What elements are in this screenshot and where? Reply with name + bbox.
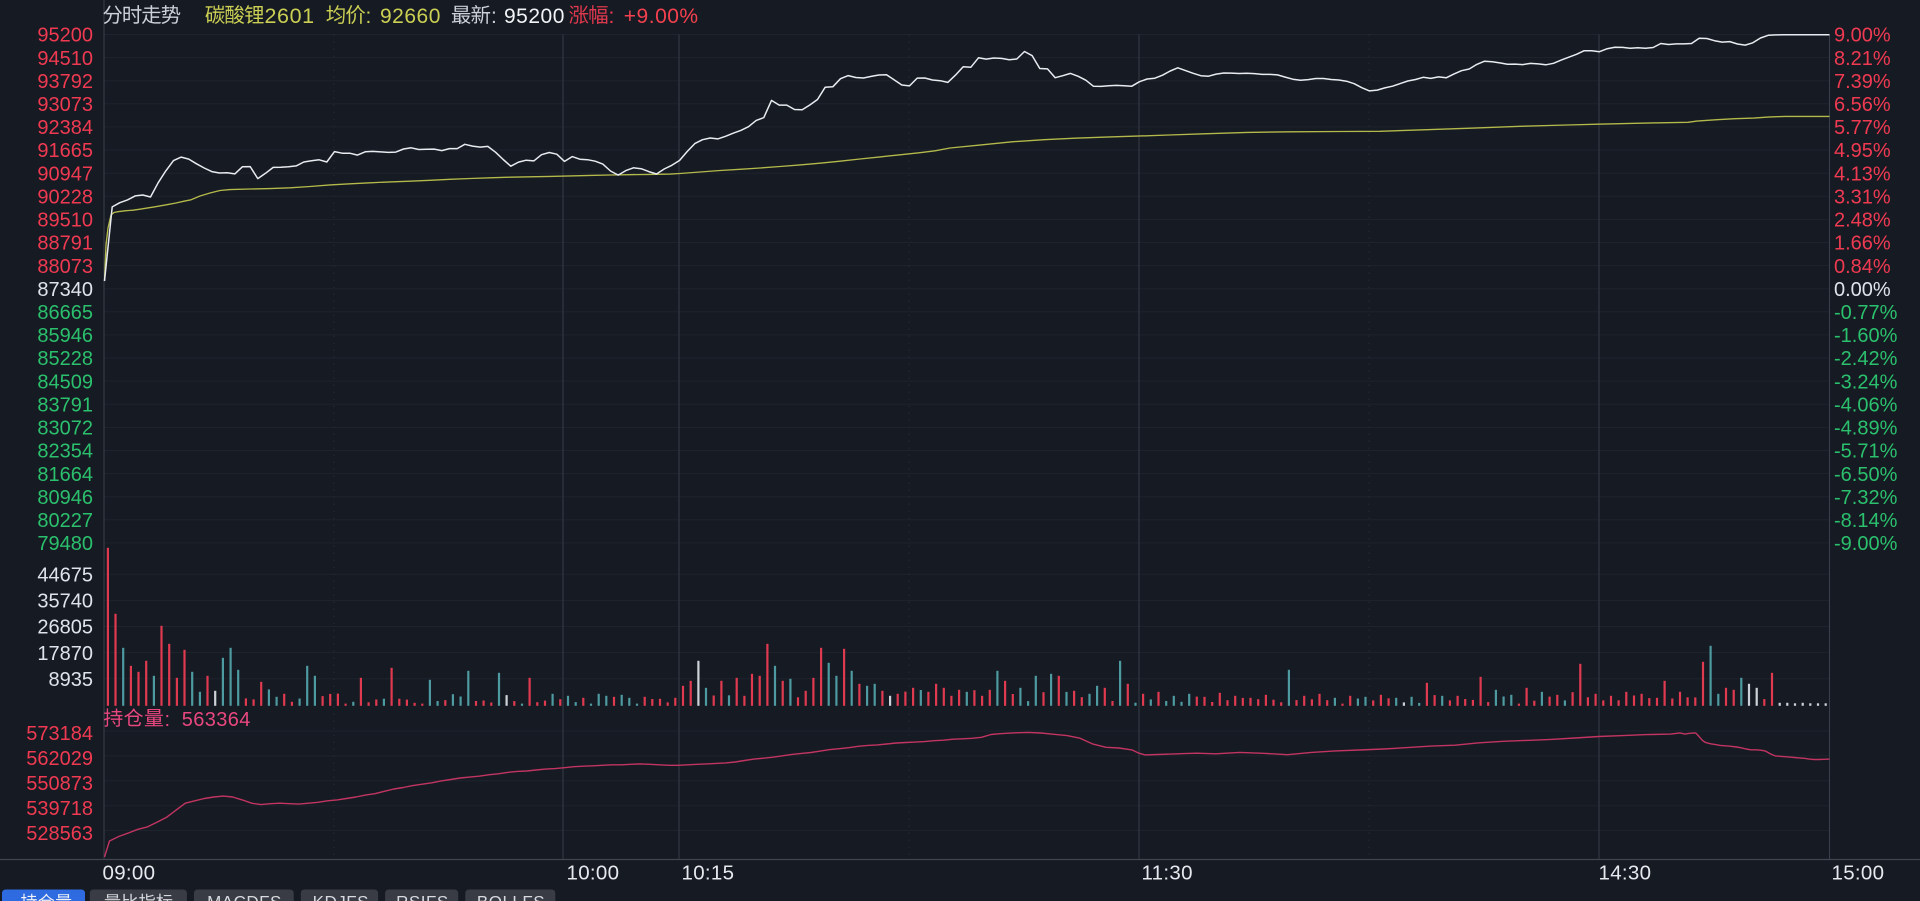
- svg-text:93792: 93792: [37, 71, 93, 93]
- svg-text:14:30: 14:30: [1599, 862, 1652, 885]
- svg-text:92384: 92384: [37, 117, 93, 139]
- svg-text:90947: 90947: [37, 163, 93, 185]
- svg-text:82354: 82354: [37, 441, 93, 463]
- svg-text:7.39%: 7.39%: [1834, 71, 1891, 93]
- svg-text:9.00%: 9.00%: [1834, 25, 1891, 47]
- svg-text::: :: [366, 5, 372, 28]
- svg-text:09:00: 09:00: [103, 862, 156, 885]
- svg-text:-3.24%: -3.24%: [1834, 371, 1898, 393]
- svg-text:2601: 2601: [265, 4, 315, 28]
- svg-text:80227: 80227: [37, 510, 93, 532]
- svg-text:88073: 88073: [37, 256, 93, 278]
- svg-text:93073: 93073: [37, 94, 93, 116]
- svg-text:6.56%: 6.56%: [1834, 94, 1891, 116]
- svg-text:10:00: 10:00: [567, 862, 620, 885]
- svg-text:15:00: 15:00: [1832, 862, 1885, 885]
- svg-text:87340: 87340: [37, 279, 93, 301]
- svg-text:+9.00%: +9.00%: [624, 5, 699, 28]
- svg-text:-7.32%: -7.32%: [1834, 487, 1898, 509]
- svg-text:528563: 528563: [26, 823, 93, 845]
- svg-text:RSIFS: RSIFS: [396, 893, 449, 901]
- svg-text:79480: 79480: [37, 533, 93, 555]
- svg-text:1.66%: 1.66%: [1834, 233, 1891, 255]
- svg-text:KDJFS: KDJFS: [313, 893, 369, 901]
- svg-text:563364: 563364: [182, 709, 251, 731]
- svg-text:562029: 562029: [26, 748, 93, 770]
- svg-text:17870: 17870: [37, 643, 93, 665]
- svg-text:8935: 8935: [49, 669, 94, 691]
- svg-text::: :: [491, 5, 497, 28]
- svg-text:8.21%: 8.21%: [1834, 48, 1891, 70]
- svg-text::: :: [165, 709, 171, 731]
- svg-text:88791: 88791: [37, 233, 93, 255]
- svg-text:81664: 81664: [37, 464, 93, 486]
- svg-text:83791: 83791: [37, 394, 93, 416]
- svg-text:-9.00%: -9.00%: [1834, 533, 1898, 555]
- svg-text:-4.06%: -4.06%: [1834, 394, 1898, 416]
- svg-text:83072: 83072: [37, 418, 93, 440]
- svg-text:91665: 91665: [37, 140, 93, 162]
- svg-text:550873: 550873: [26, 773, 93, 795]
- svg-text:573184: 573184: [26, 723, 93, 745]
- svg-text:44675: 44675: [37, 565, 93, 587]
- svg-text:90228: 90228: [37, 187, 93, 209]
- svg-text:4.95%: 4.95%: [1834, 140, 1891, 162]
- svg-text:539718: 539718: [26, 798, 93, 820]
- svg-text:-6.50%: -6.50%: [1834, 464, 1898, 486]
- svg-text:92660: 92660: [380, 5, 441, 28]
- svg-text:-4.89%: -4.89%: [1834, 418, 1898, 440]
- svg-text:-0.77%: -0.77%: [1834, 302, 1898, 324]
- svg-text:-5.71%: -5.71%: [1834, 441, 1898, 463]
- svg-text:35740: 35740: [37, 591, 93, 613]
- svg-text:85946: 85946: [37, 325, 93, 347]
- svg-text:80946: 80946: [37, 487, 93, 509]
- svg-text:84509: 84509: [37, 371, 93, 393]
- svg-text:4.13%: 4.13%: [1834, 163, 1891, 185]
- svg-text:26805: 26805: [37, 617, 93, 639]
- svg-text:-8.14%: -8.14%: [1834, 510, 1898, 532]
- svg-text:5.77%: 5.77%: [1834, 117, 1891, 139]
- svg-text:MACDFS: MACDFS: [207, 893, 282, 901]
- svg-text:0.84%: 0.84%: [1834, 256, 1891, 278]
- svg-text:-2.42%: -2.42%: [1834, 348, 1898, 370]
- svg-text:BOLLFS: BOLLFS: [477, 893, 545, 901]
- svg-text:2.48%: 2.48%: [1834, 210, 1891, 232]
- svg-text:0.00%: 0.00%: [1834, 279, 1891, 301]
- svg-text:95200: 95200: [504, 5, 565, 28]
- svg-text:-1.60%: -1.60%: [1834, 325, 1898, 347]
- svg-text:11:30: 11:30: [1142, 862, 1193, 885]
- svg-text:3.31%: 3.31%: [1834, 187, 1891, 209]
- svg-text:86665: 86665: [37, 302, 93, 324]
- svg-text::: :: [609, 5, 615, 28]
- svg-text:95200: 95200: [37, 25, 93, 47]
- svg-text:89510: 89510: [37, 210, 93, 232]
- svg-text:94510: 94510: [37, 48, 93, 70]
- svg-text:85228: 85228: [37, 348, 93, 370]
- svg-text:10:15: 10:15: [682, 862, 735, 885]
